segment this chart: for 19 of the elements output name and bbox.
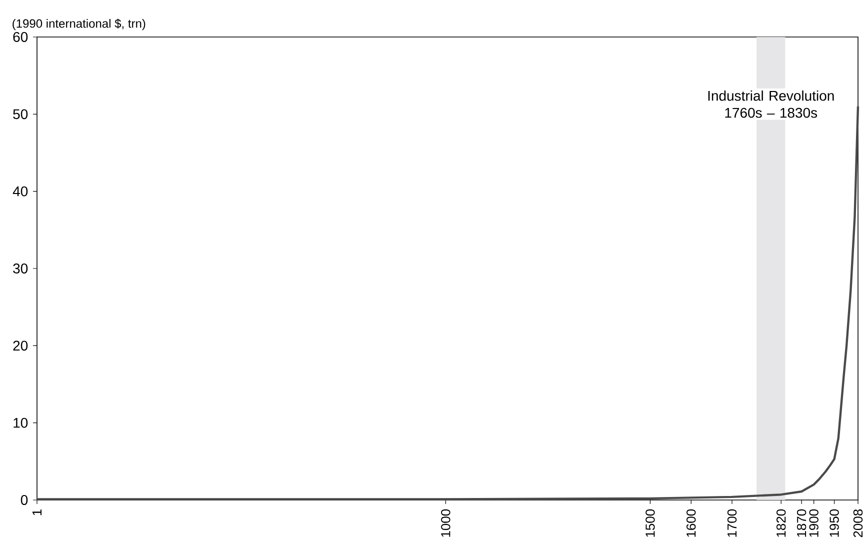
- band-label: Industrial Revolution 1760s – 1830s: [708, 90, 834, 118]
- y-axis-title: (1990 international $, trn): [12, 18, 146, 30]
- y-tick-label: 0: [20, 495, 28, 505]
- x-tick-label: 1700: [727, 509, 737, 537]
- x-tick-label: 1870: [796, 509, 806, 537]
- x-tick-label: 1950: [830, 509, 839, 537]
- x-tick-label: 1000: [441, 509, 450, 537]
- x-tick-label: 1600: [686, 509, 696, 537]
- y-tick-label: 40: [12, 186, 28, 196]
- y-tick-label: 20: [13, 340, 28, 351]
- x-tick-label: 1900: [809, 509, 818, 537]
- x-tick-label: 1820: [776, 509, 786, 537]
- x-tick-label: 1500: [646, 509, 655, 537]
- x-tick-label: 1: [32, 509, 42, 516]
- y-tick-label: 50: [13, 109, 28, 120]
- x-tick-label: 2008: [853, 509, 863, 538]
- y-tick-label: 10: [14, 418, 28, 428]
- y-tick-label: 60: [13, 32, 28, 42]
- y-tick-label: 30: [13, 264, 28, 274]
